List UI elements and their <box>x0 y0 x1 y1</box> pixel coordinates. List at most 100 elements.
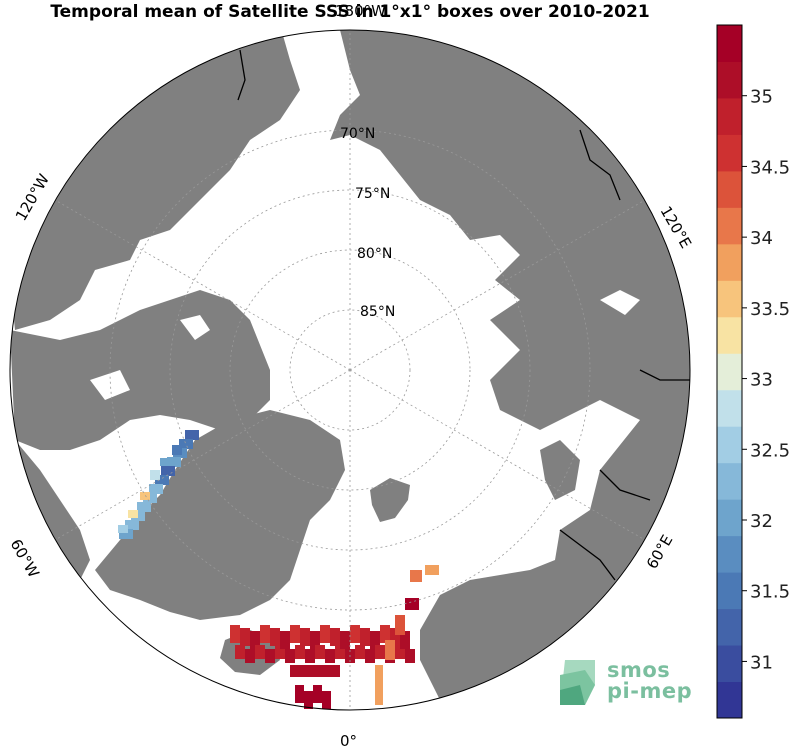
sss-cell <box>125 520 139 530</box>
colorbar-swatch <box>717 316 742 354</box>
sss-cell <box>280 631 290 649</box>
sss-cell <box>295 685 304 703</box>
sss-cell <box>360 628 370 646</box>
smos-pimep-logo: smos pi-mep <box>555 655 705 710</box>
sss-cell <box>161 466 175 476</box>
sss-cell <box>380 625 390 643</box>
logo-text-pimep: pi-mep <box>607 679 693 703</box>
sss-cell <box>305 649 315 663</box>
sss-cell <box>370 631 380 649</box>
colorbar-swatches <box>717 25 742 719</box>
sss-cell <box>160 458 172 466</box>
sss-cell <box>118 525 128 533</box>
colorbar-tick-label: 33 <box>750 370 773 391</box>
lat-label-80: 80°N <box>357 246 392 262</box>
colorbar-swatch <box>717 426 742 464</box>
sss-cell <box>240 628 250 646</box>
colorbar-swatch <box>717 280 742 318</box>
colorbar-swatch <box>717 61 742 99</box>
land-greenland <box>95 410 345 620</box>
colorbar-swatch <box>717 134 742 172</box>
sss-cell <box>235 645 245 659</box>
sss-cell <box>295 645 305 659</box>
sss-cell <box>335 645 345 659</box>
sss-cell <box>405 649 415 663</box>
sss-cell <box>340 631 350 649</box>
colorbar-tick-label: 33.5 <box>750 299 790 320</box>
sss-cell <box>395 615 405 635</box>
sss-cell <box>400 631 410 649</box>
sss-cell <box>255 645 265 659</box>
land-svalbard <box>370 478 410 522</box>
sss-cell <box>172 445 182 455</box>
colorbar-swatch <box>717 97 742 135</box>
colorbar-swatch <box>717 170 742 208</box>
sss-cell <box>140 492 150 500</box>
sss-cell <box>375 665 383 705</box>
sss-data-cells <box>118 430 439 709</box>
sss-cell <box>290 665 300 677</box>
sss-cell <box>425 565 439 575</box>
sss-cell <box>330 628 340 646</box>
sss-cell <box>137 502 151 512</box>
sss-cell <box>179 439 193 449</box>
colorbar-swatch <box>717 499 742 537</box>
lon-label-0: 0° <box>340 732 357 747</box>
sss-cell <box>270 628 280 646</box>
colorbar-swatch <box>717 462 742 500</box>
colorbar-tick-label: 32 <box>750 511 773 532</box>
sss-cell <box>395 645 405 659</box>
sss-cell <box>375 645 385 659</box>
colorbar-tick-label: 35 <box>750 87 773 108</box>
colorbar-ticks: 31 31.5 32 32.5 33 33.5 34 34.5 35 <box>742 87 790 673</box>
colorbar-swatch <box>717 25 742 62</box>
logo-text-smos: smos <box>607 658 671 682</box>
sss-cell <box>128 510 138 518</box>
sss-cell <box>410 570 422 582</box>
sss-cell <box>322 691 331 709</box>
sss-cell <box>313 685 322 703</box>
sss-cell <box>149 484 163 494</box>
colorbar-swatch <box>717 353 742 391</box>
sss-cell <box>275 645 285 659</box>
sss-cell <box>320 665 330 677</box>
logo-icon <box>560 660 595 705</box>
colorbar-tick-label: 34 <box>750 228 773 249</box>
lat-label-85: 85°N <box>360 304 395 320</box>
sss-cell <box>300 665 310 677</box>
colorbar-swatch <box>717 608 742 646</box>
sss-cell <box>390 628 400 646</box>
colorbar-swatch <box>717 681 742 719</box>
sss-cell <box>365 649 375 663</box>
sss-cell <box>250 631 260 649</box>
map-title: Temporal mean of Satellite SSS in 1°x1° … <box>50 2 650 22</box>
colorbar-swatch <box>717 645 742 683</box>
lat-label-70: 70°N <box>340 126 375 142</box>
sss-cell <box>310 631 320 649</box>
colorbar-swatch <box>717 572 742 610</box>
sss-cell <box>325 649 335 663</box>
sss-cell <box>230 625 240 643</box>
sss-cell <box>150 470 160 480</box>
colorbar-tick-label: 31.5 <box>750 582 790 603</box>
sss-cell <box>155 475 169 485</box>
sss-cell <box>330 665 340 677</box>
sss-cell <box>385 640 395 660</box>
sss-cell <box>265 649 275 663</box>
sss-cell <box>285 649 295 663</box>
colorbar-swatch <box>717 207 742 245</box>
lat-label-75: 75°N <box>355 186 390 202</box>
sss-cell <box>320 625 330 643</box>
sss-cell <box>355 645 365 659</box>
lon-label-180: 180°W <box>335 2 386 20</box>
colorbar-tick-label: 34.5 <box>750 157 790 178</box>
colorbar-tick-label: 32.5 <box>750 440 790 461</box>
sss-cell <box>260 625 270 643</box>
colorbar-swatch <box>717 243 742 281</box>
sss-cell <box>185 430 199 440</box>
sss-cell <box>119 529 133 539</box>
sss-cell <box>315 645 325 659</box>
sss-cell <box>304 691 313 709</box>
